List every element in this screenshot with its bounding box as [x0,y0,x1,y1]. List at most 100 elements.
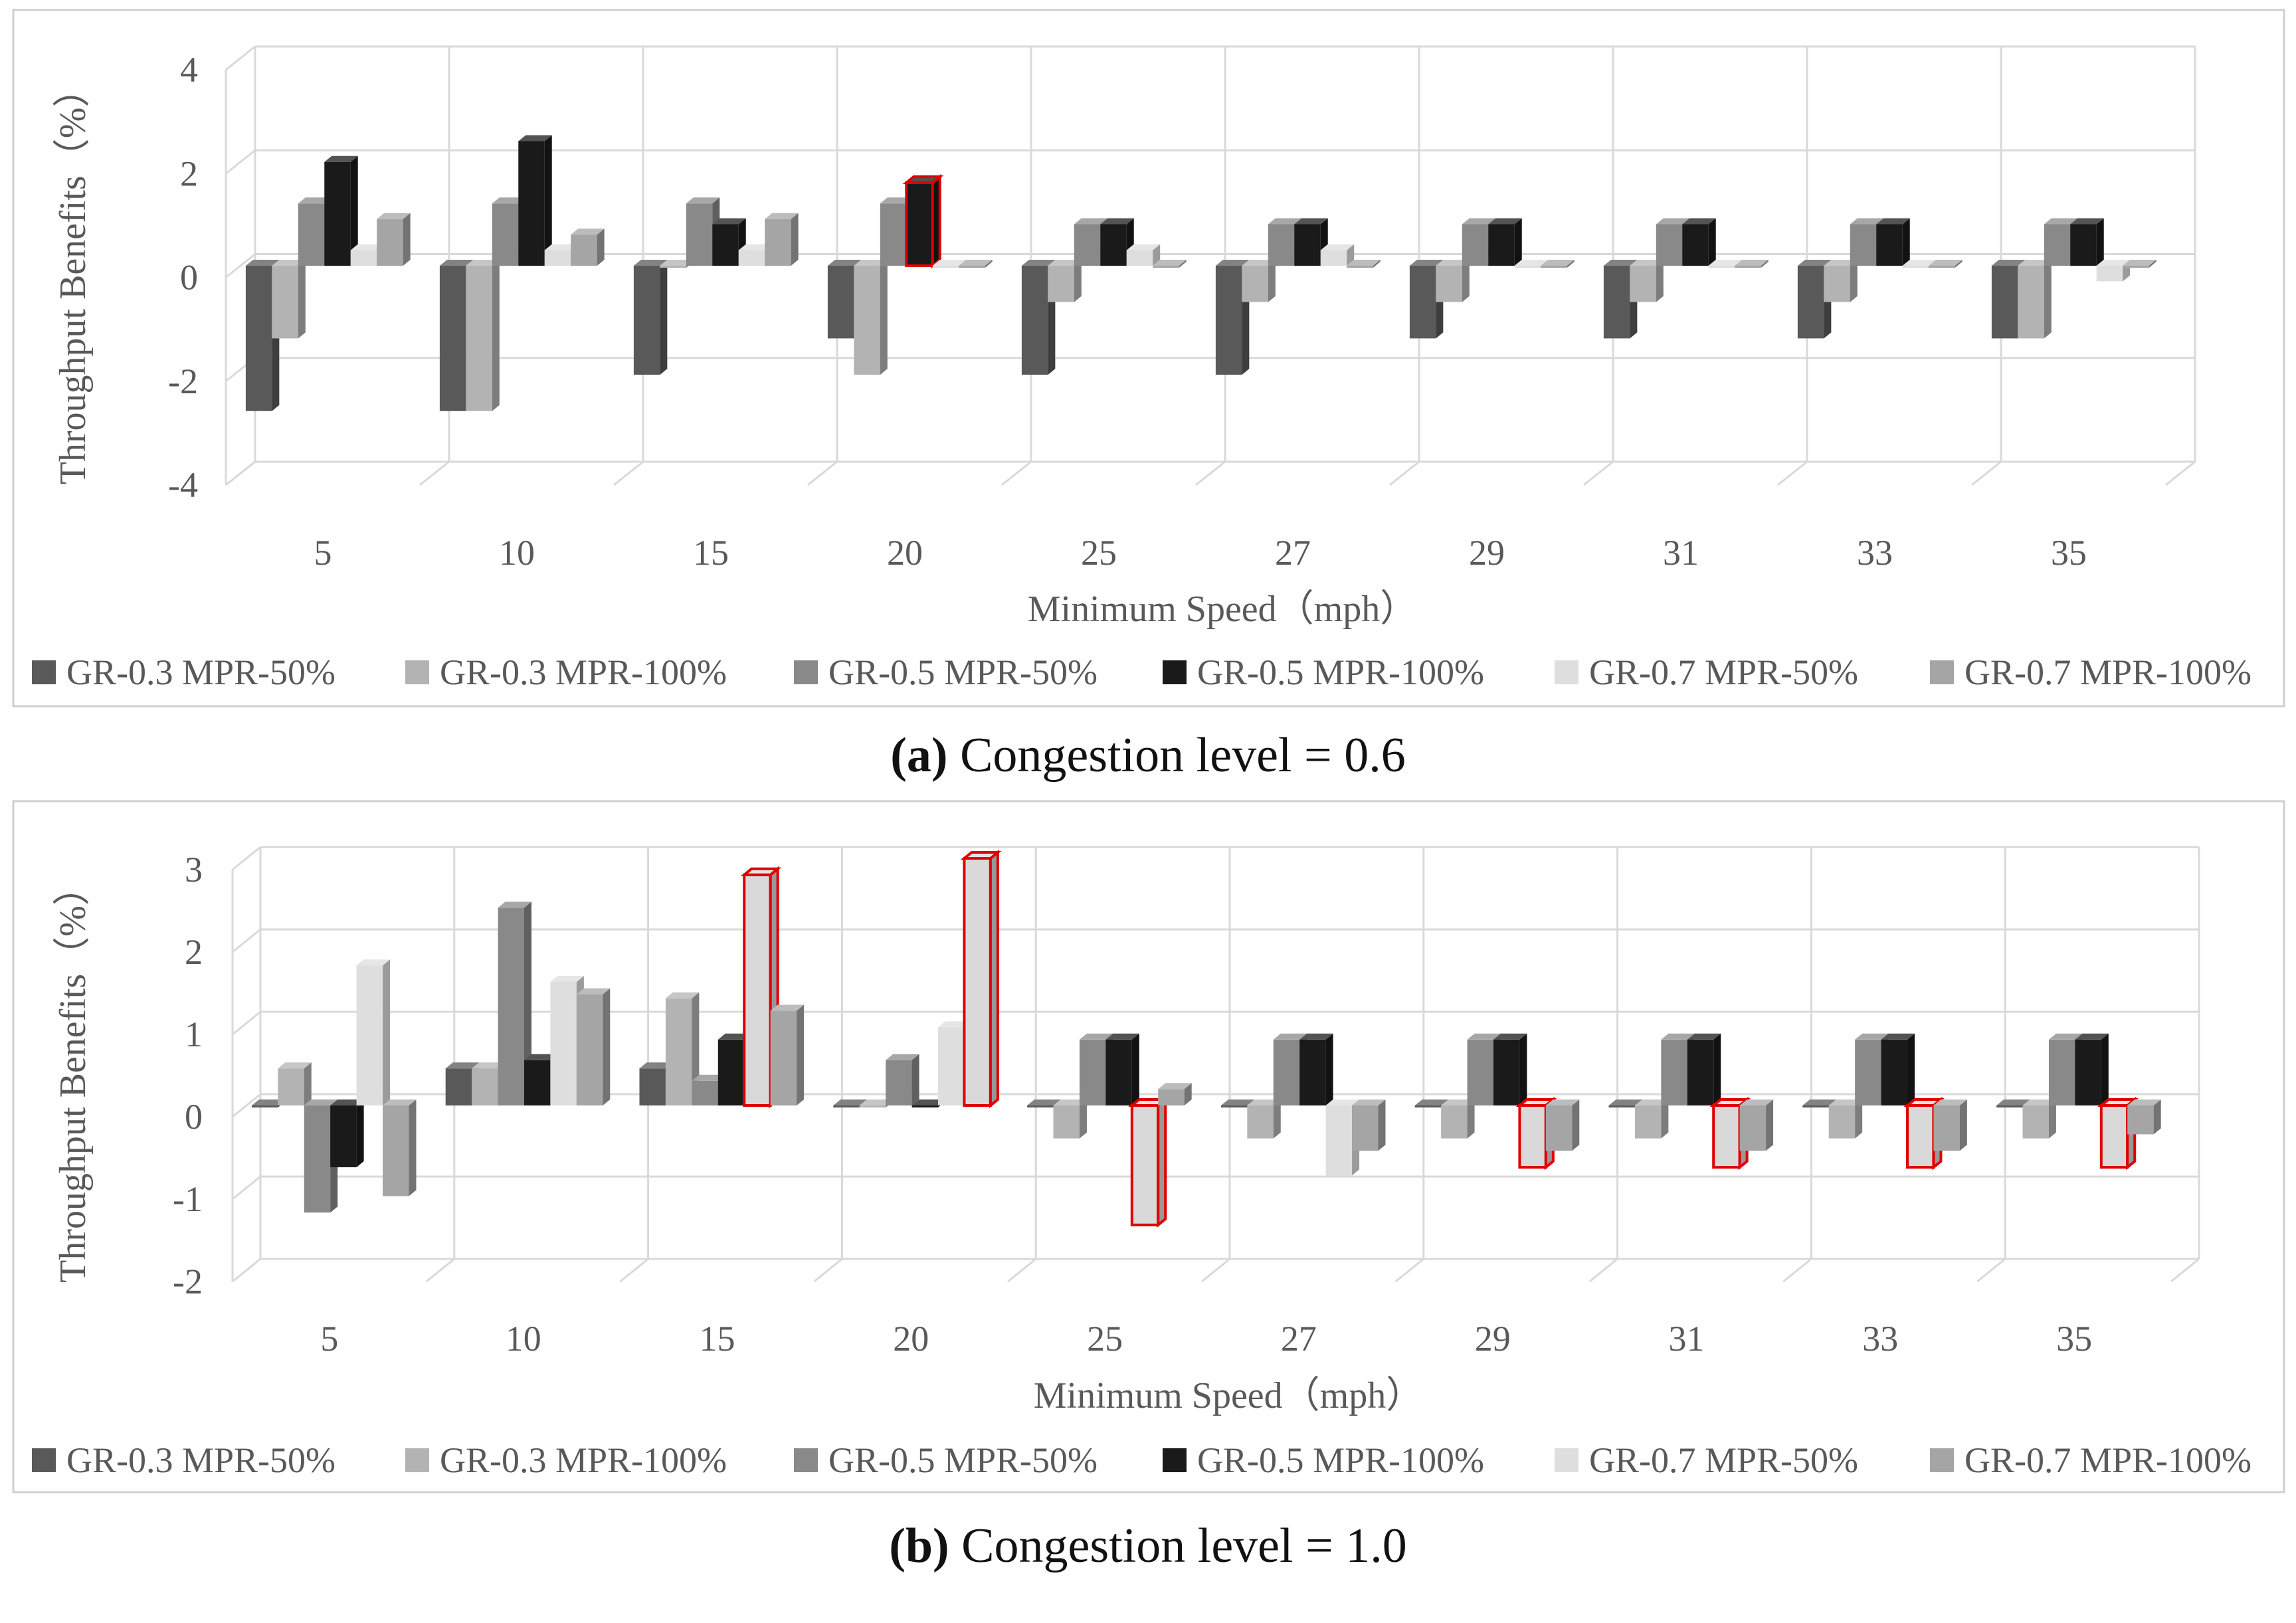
bar [278,1062,312,1105]
bar-top [350,244,385,250]
bar-top [330,1099,364,1105]
x-tick-label: 15 [693,533,729,573]
x-tick-label: 25 [1087,1319,1123,1359]
bar-side [492,260,500,411]
x-axis-label: Minimum Speed（mph） [1028,589,1417,630]
bar-front [1656,224,1683,266]
bar-front [1824,266,1850,302]
legend-swatch [1163,1448,1187,1472]
bar-front [1735,266,1761,268]
bar-side [2048,1099,2056,1139]
legend-label: GR-0.7 MPR-100% [1964,652,2251,692]
bar-side [797,1004,805,1105]
bar [1128,1096,1169,1228]
bar-front [1630,266,1656,302]
bar-front [356,965,383,1105]
bar-top [1467,1033,1501,1040]
bar [665,992,700,1105]
bar [1545,1099,1580,1151]
legend-swatch [794,660,818,684]
bar-front [1708,266,1735,268]
bar-front [544,250,571,266]
bar-front [298,203,325,266]
bar-side [1567,260,1575,268]
bar-top [544,244,579,250]
bar [1929,260,1962,268]
bar-top [466,260,500,266]
bar [1320,244,1355,266]
bar-front [1242,266,1268,302]
bar-front [1797,266,1824,339]
bar-front [1493,1039,1520,1105]
bar-front [1802,1105,1829,1107]
bar [1634,1099,1669,1139]
bar-front [330,1105,357,1167]
bar [2127,1099,2161,1135]
bar-top [1996,1099,2030,1105]
bar [770,1004,805,1105]
bar-front [718,1039,745,1105]
x-tick-label: 29 [1469,533,1505,573]
bar [1735,260,1769,268]
y-tick-label: 4 [180,50,198,90]
x-axis-label: Minimum Speed（mph） [1034,1375,1423,1416]
bar-front [492,203,519,266]
floor-line [1976,1258,2006,1283]
legend-label: GR-0.5 MPR-100% [1197,652,1484,692]
bar-top [770,1004,805,1011]
bar-front [660,266,686,268]
legend-swatch [794,1448,818,1472]
bar-front [251,1105,278,1107]
x-tick-label: 31 [1663,533,1699,573]
bar-front [827,266,854,339]
bar-top [1661,1033,1695,1040]
legend-swatch [32,660,56,684]
bar-front [1100,224,1127,266]
bar-top [1608,1099,1642,1105]
bar [377,213,411,266]
gridline-side [232,846,261,871]
y-tick-label: 3 [185,850,203,890]
bar-top [1215,260,1250,266]
bar-top [765,213,799,219]
bar-top [854,260,888,266]
y-tick-label: 0 [180,258,198,298]
bar [1105,1033,1139,1105]
gridline-side [225,45,256,71]
bar-top [1634,1099,1669,1105]
bar-side [350,155,358,266]
bar-side [1467,1099,1475,1139]
floor-line [613,460,644,486]
bar-side [1855,1099,1863,1139]
bar [960,849,1002,1109]
bar-top [251,1099,286,1105]
bar [383,1099,417,1196]
floor-line [807,460,838,486]
bar-top [1273,1033,1307,1040]
bar-top [1876,218,1910,225]
y-axis-label: Throughput Benefits（%） [52,70,94,485]
bar [1242,260,1276,302]
bar-top [2075,1033,2109,1040]
bar-front [1347,266,1373,268]
bar-front [272,266,298,339]
bar-front [498,907,524,1105]
y-tick-label: 0 [185,1097,203,1137]
bar-top [1488,218,1522,225]
x-tick-label: 35 [2051,533,2087,573]
bar-side [1462,260,1470,302]
bar-side [383,959,391,1105]
bar [576,988,611,1105]
bar-side [403,213,411,266]
bar-top [1105,1033,1139,1040]
bar-front [1299,1039,1326,1105]
bar-top [1656,218,1690,225]
bar-front [1320,250,1347,266]
bar-top [1881,1033,1915,1040]
bar-front [880,203,907,266]
legend-label: GR-0.5 MPR-100% [1197,1440,1484,1480]
bar-front [1991,266,2018,339]
bar-front [1273,1039,1300,1105]
bar-front [738,250,765,266]
bar-top [1352,1099,1386,1105]
